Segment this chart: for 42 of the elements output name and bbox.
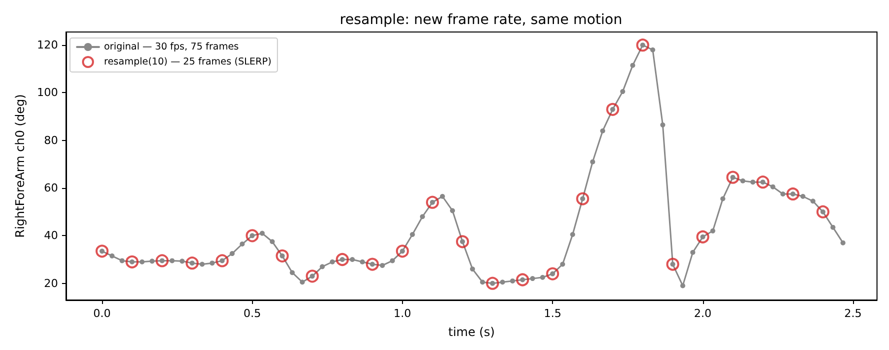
y-tick-label: 40	[44, 229, 58, 242]
point	[246, 229, 259, 242]
point	[486, 276, 500, 290]
chart-title: resample: new frame rate, same motion	[340, 12, 622, 28]
point	[726, 170, 740, 184]
y-tick-label: 100	[37, 86, 58, 100]
x-tick-label: 1.0	[394, 307, 412, 320]
x-tick-label: 0.5	[243, 307, 261, 320]
x-tick-label: 2.0	[694, 307, 712, 320]
y-tick-label: 60	[44, 182, 58, 195]
y-tick-label: 120	[37, 38, 58, 52]
point	[786, 187, 800, 200]
legend-label: resample(10) — 25 frames (SLERP)	[104, 56, 272, 68]
point	[336, 253, 349, 266]
point	[96, 244, 109, 258]
x-tick-label: 2.5	[844, 307, 862, 320]
point	[666, 258, 680, 271]
x-tick-label: 0.0	[93, 307, 111, 320]
point	[756, 176, 770, 189]
point	[306, 270, 319, 283]
point	[276, 249, 289, 262]
point	[396, 244, 409, 258]
point	[636, 38, 650, 52]
point	[156, 254, 169, 268]
point	[546, 267, 560, 280]
x-axis-title: time (s)	[448, 325, 495, 339]
point	[126, 255, 139, 268]
point	[606, 102, 620, 116]
point	[516, 273, 530, 286]
point	[216, 254, 229, 268]
legend-label: original — 30 fps, 75 frames	[104, 42, 239, 52]
point	[366, 258, 379, 271]
y-tick-label: 80	[44, 134, 58, 147]
x-tick-label: 1.5	[544, 307, 562, 320]
point	[456, 235, 469, 248]
point	[576, 192, 590, 206]
point	[696, 230, 710, 244]
y-axis-title: RightForeArm ch0 (deg)	[13, 94, 28, 238]
point	[186, 256, 199, 270]
point	[426, 196, 439, 209]
point	[816, 205, 830, 218]
y-tick-label: 20	[44, 276, 58, 290]
